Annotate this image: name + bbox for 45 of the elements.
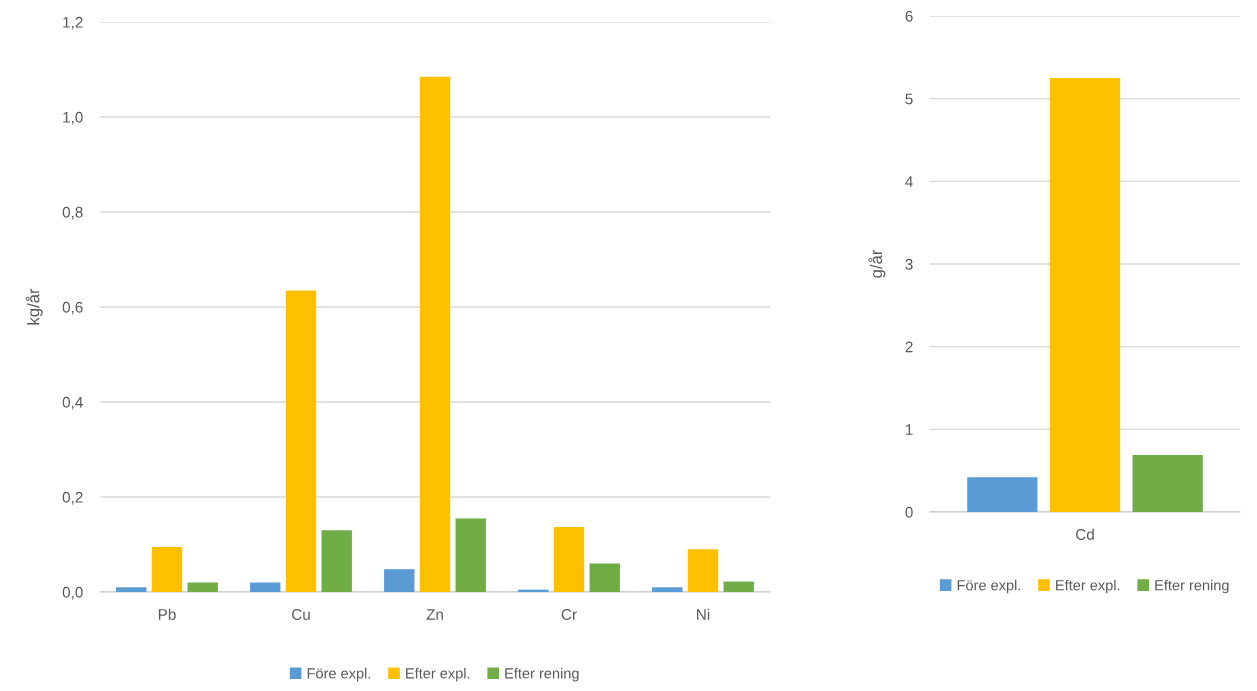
y-tick-label: 5 bbox=[905, 93, 913, 105]
bar bbox=[321, 530, 352, 592]
bar bbox=[116, 587, 147, 592]
y-axis-title: kg/år bbox=[25, 288, 43, 325]
bar bbox=[687, 549, 719, 592]
y-tick-label: 6 bbox=[905, 10, 913, 22]
legend-label: Efter expl. bbox=[406, 667, 470, 682]
y-tick-label: 2 bbox=[905, 341, 913, 353]
y-tick-label: 1 bbox=[906, 424, 913, 435]
y-axis-title: g/år bbox=[868, 249, 886, 278]
x-tick-label: Cr bbox=[561, 609, 577, 620]
bar bbox=[652, 587, 683, 592]
bar bbox=[419, 76, 451, 592]
bar bbox=[589, 563, 620, 592]
y-tick-label: 0,4 bbox=[62, 396, 83, 410]
legend-label: Efter expl. bbox=[1056, 579, 1120, 594]
y-tick-label: 0,6 bbox=[62, 301, 83, 315]
y-tick-label: 0 bbox=[905, 506, 913, 518]
y-tick-label: 4 bbox=[905, 176, 913, 187]
x-tick-label: Cu bbox=[292, 609, 310, 620]
y-tick-label: 3 bbox=[905, 258, 913, 270]
bar bbox=[723, 581, 754, 592]
bar bbox=[151, 546, 183, 592]
bar bbox=[285, 290, 317, 592]
bar bbox=[455, 518, 486, 592]
legend-label: Före expl. bbox=[957, 579, 1021, 594]
bar bbox=[250, 582, 281, 592]
y-tick-label: 0,0 bbox=[62, 586, 83, 600]
y-tick-label: 0,2 bbox=[62, 491, 83, 505]
bar bbox=[187, 582, 218, 592]
y-tick-label: 1,2 bbox=[63, 16, 83, 30]
y-tick-label: 0,8 bbox=[62, 206, 83, 220]
bar bbox=[384, 569, 415, 592]
legend-label: Efter rening bbox=[505, 667, 579, 682]
legend-label: Efter rening bbox=[1155, 579, 1229, 594]
x-tick-label: Pb bbox=[158, 608, 176, 620]
x-tick-label: Cd bbox=[1076, 528, 1094, 540]
bar bbox=[1132, 454, 1203, 512]
x-tick-label: Ni bbox=[697, 608, 710, 620]
y-tick-label: 1,0 bbox=[63, 111, 83, 125]
bar bbox=[1049, 78, 1121, 512]
legend-label: Före expl. bbox=[307, 667, 371, 682]
bar bbox=[967, 477, 1038, 512]
x-tick-label: Zn bbox=[426, 609, 443, 620]
bar bbox=[553, 526, 585, 592]
